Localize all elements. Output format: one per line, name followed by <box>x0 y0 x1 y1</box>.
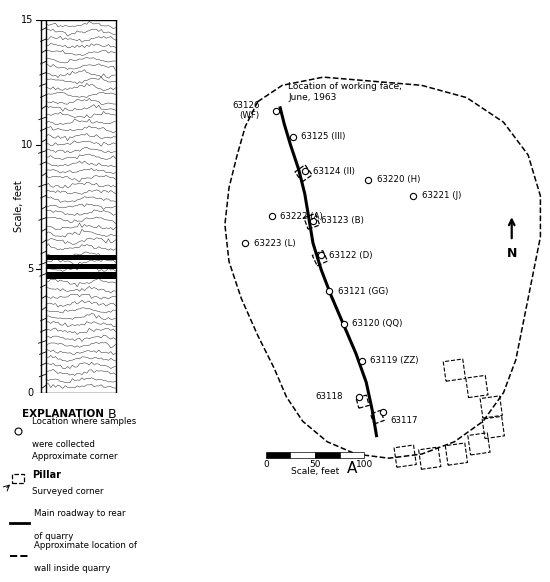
Text: EXPLANATION: EXPLANATION <box>22 409 104 419</box>
Text: 63123 (B): 63123 (B) <box>321 216 364 225</box>
Bar <box>46 264 116 269</box>
Text: 63126
(WF): 63126 (WF) <box>232 101 260 120</box>
Text: 63220 (H): 63220 (H) <box>377 175 420 184</box>
Text: 0: 0 <box>263 460 269 469</box>
Bar <box>290 452 315 458</box>
Text: N: N <box>507 247 517 260</box>
Text: Location of working face,
June, 1963: Location of working face, June, 1963 <box>288 82 402 102</box>
Text: 15: 15 <box>21 15 33 26</box>
Bar <box>46 255 116 260</box>
Text: 63119 (ZZ): 63119 (ZZ) <box>370 356 419 365</box>
Text: 5: 5 <box>27 264 33 274</box>
Text: 63121 (GG): 63121 (GG) <box>338 286 388 296</box>
Text: Location where samples: Location where samples <box>32 417 136 426</box>
Text: 63117: 63117 <box>391 416 419 425</box>
Text: 63125 (III): 63125 (III) <box>301 132 345 141</box>
Text: 63221 (J): 63221 (J) <box>422 191 461 200</box>
Text: Scale, feet: Scale, feet <box>291 467 339 476</box>
Text: 0: 0 <box>27 388 33 398</box>
Text: 63122 (D): 63122 (D) <box>329 251 373 260</box>
Text: 10: 10 <box>21 140 33 150</box>
Text: Scale, feet: Scale, feet <box>14 181 24 232</box>
Text: Approximate location of: Approximate location of <box>34 541 137 551</box>
Bar <box>46 272 116 279</box>
Text: Main roadway to rear: Main roadway to rear <box>34 509 126 518</box>
Text: 63222 (A): 63222 (A) <box>280 212 323 221</box>
Text: 100: 100 <box>356 460 373 469</box>
Text: B: B <box>108 408 117 421</box>
Text: wall inside quarry: wall inside quarry <box>34 564 111 573</box>
Bar <box>266 452 290 458</box>
Text: 63118: 63118 <box>315 392 343 401</box>
Text: 63124 (II): 63124 (II) <box>313 167 355 176</box>
Text: were collected: were collected <box>32 439 95 449</box>
Text: 63223 (L): 63223 (L) <box>254 239 295 247</box>
Text: Surveyed corner: Surveyed corner <box>32 487 103 496</box>
Text: Pillar: Pillar <box>32 470 60 480</box>
Text: 50: 50 <box>309 460 321 469</box>
Bar <box>340 452 364 458</box>
Text: A: A <box>346 461 357 476</box>
Text: Approximate corner: Approximate corner <box>32 452 117 461</box>
Text: 63120 (QQ): 63120 (QQ) <box>352 320 402 328</box>
Text: of quarry: of quarry <box>34 531 74 541</box>
Bar <box>315 452 339 458</box>
